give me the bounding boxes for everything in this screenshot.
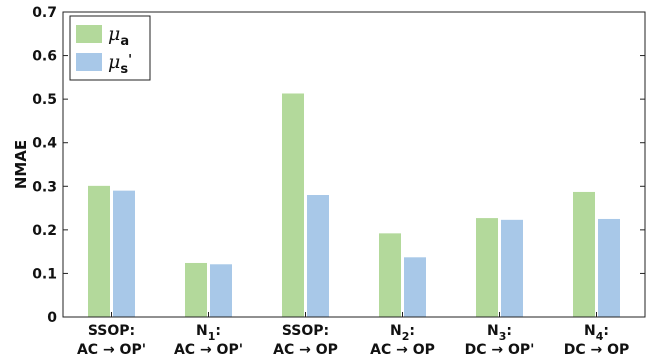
x-tick-label-main: N (584, 323, 596, 339)
bar-mu-a-4 (476, 218, 498, 317)
bar-mu-s-4 (501, 219, 523, 317)
x-tick-label-main: N (196, 323, 208, 339)
y-tick-label: 0.7 (32, 5, 57, 21)
x-tick-label-suffix: : (409, 323, 415, 339)
legend-symbol: μ (108, 51, 120, 73)
legend-subscript: s (120, 62, 128, 77)
legend-symbol: μ (108, 23, 120, 45)
x-tick-label-line2: AC → OP' (174, 342, 243, 358)
bar-mu-a-1 (185, 262, 207, 317)
x-tick-label-subscript: 4 (596, 330, 604, 343)
bar-mu-a-5 (573, 191, 595, 317)
x-tick-label-line2: AC → OP (370, 342, 435, 358)
y-tick-label: 0.3 (32, 179, 57, 195)
x-tick-label-line2: AC → OP' (77, 342, 146, 358)
bar-mu-a-0 (88, 185, 110, 317)
x-tick-label-line1: N1: (196, 323, 221, 343)
y-tick-label: 0 (47, 310, 57, 326)
x-tick-label-line2: AC → OP (273, 342, 338, 358)
legend-label-1: μs' (108, 51, 132, 77)
legend-subscript: a (120, 34, 129, 49)
bar-mu-s-2 (307, 195, 329, 317)
x-tick-label-main: SSOP: (282, 323, 329, 339)
x-tick-label-suffix: : (603, 323, 609, 339)
bar-mu-a-3 (379, 233, 401, 317)
plot-frame (62, 11, 646, 318)
y-tick-label: 0.4 (32, 136, 57, 152)
x-tick-label-line1: SSOP: (282, 323, 329, 339)
bar-mu-s-1 (210, 264, 232, 317)
y-axis: 0 0.1 0.2 0.3 0.4 0.5 0.6 0.7 (32, 5, 645, 326)
x-tick-label-main: SSOP: (88, 323, 135, 339)
y-tick-label: 0.1 (32, 266, 57, 282)
y-axis-title: NMAE (12, 140, 30, 189)
legend-prime: ' (128, 53, 132, 68)
x-tick-label-subscript: 1 (208, 330, 216, 343)
bars-group (88, 93, 620, 317)
x-tick-label-suffix: : (506, 323, 512, 339)
x-tick-label-line1: N3: (487, 323, 512, 343)
y-tick-label: 0.5 (32, 92, 57, 108)
y-tick-label: 0.2 (32, 223, 57, 239)
bar-mu-s-3 (404, 257, 426, 317)
x-tick-label-subscript: 2 (402, 330, 410, 343)
x-tick-label-line1: N2: (390, 323, 415, 343)
x-tick-label-main: N (487, 323, 499, 339)
x-axis: SSOP:AC → OP'N1:AC → OP'SSOP:AC → OPN2:A… (77, 312, 629, 358)
legend-label-0: μa (108, 23, 129, 49)
legend-swatch-0 (76, 25, 102, 43)
legend-swatch-1 (76, 53, 102, 71)
bar-mu-s-0 (113, 190, 135, 317)
x-tick-label-suffix: : (215, 323, 221, 339)
bar-mu-s-5 (598, 218, 620, 317)
x-tick-label-line1: N4: (584, 323, 609, 343)
x-tick-label-line2: DC → OP (564, 342, 630, 358)
x-tick-label-main: N (390, 323, 402, 339)
x-tick-label-line2: DC → OP' (465, 342, 535, 358)
y-tick-label: 0.6 (32, 49, 57, 65)
x-tick-label-subscript: 3 (499, 330, 507, 343)
x-tick-label-line1: SSOP: (88, 323, 135, 339)
bar-mu-a-2 (282, 93, 304, 317)
